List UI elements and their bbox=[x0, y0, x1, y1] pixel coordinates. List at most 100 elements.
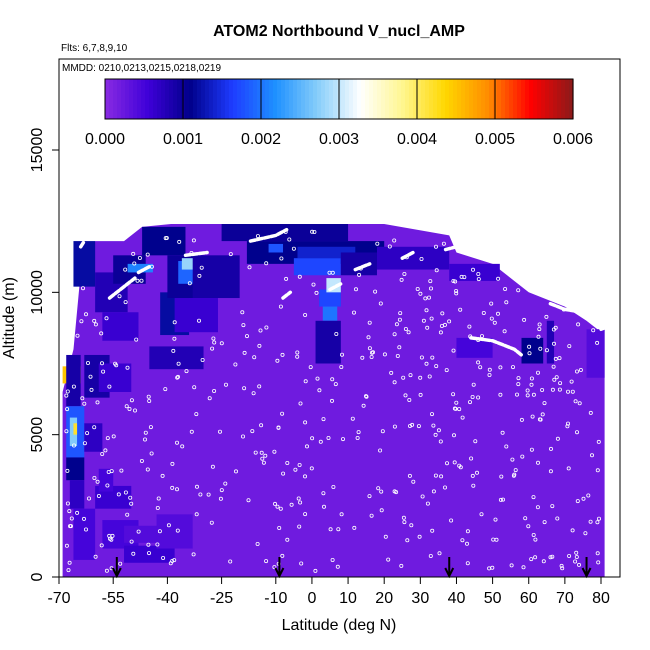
colorbar-swatch bbox=[113, 79, 118, 119]
sample-point bbox=[407, 423, 412, 428]
arrow-head bbox=[581, 567, 592, 579]
sample-point bbox=[460, 538, 465, 543]
colorbar-swatch bbox=[437, 79, 442, 119]
sample-point bbox=[260, 456, 265, 461]
colorbar-swatch bbox=[305, 79, 310, 119]
sample-point bbox=[64, 543, 69, 548]
sample-point bbox=[302, 474, 307, 479]
sample-point bbox=[104, 568, 109, 573]
x-tick-label: 50 bbox=[484, 590, 502, 607]
flights-label: Flts: 6,7,8,9,10 bbox=[61, 43, 128, 54]
sample-point bbox=[595, 551, 600, 556]
sample-point bbox=[88, 374, 93, 379]
sample-point bbox=[100, 361, 105, 366]
sample-point bbox=[471, 483, 476, 488]
sample-point bbox=[376, 486, 381, 491]
sample-point bbox=[330, 377, 335, 382]
colorbar: 0.000 0.001 0.002 0.003 0.004 0.005 0.006 bbox=[85, 78, 593, 148]
sample-point bbox=[255, 542, 260, 547]
flight-track bbox=[183, 250, 209, 258]
colorbar-swatch bbox=[153, 79, 158, 119]
sample-point bbox=[516, 376, 521, 381]
sample-point bbox=[516, 382, 521, 387]
flight-track-layer bbox=[78, 227, 610, 357]
sample-point bbox=[451, 433, 456, 438]
chart-title: ATOM2 Northbound V_nucl_AMP bbox=[213, 23, 465, 40]
colorbar-swatch bbox=[517, 79, 522, 119]
sample-point bbox=[170, 485, 175, 490]
sample-point bbox=[321, 417, 326, 422]
colorbar-swatch bbox=[333, 79, 338, 119]
colorbar-swatch bbox=[409, 79, 414, 119]
colorbar-swatch bbox=[429, 79, 434, 119]
heatmap-cell bbox=[315, 320, 341, 364]
sample-point bbox=[142, 437, 147, 442]
colorbar-swatch bbox=[309, 79, 314, 119]
sample-point bbox=[476, 271, 481, 276]
colorbar-swatch bbox=[365, 79, 370, 119]
sample-point bbox=[398, 311, 403, 316]
sample-point bbox=[540, 387, 545, 392]
sample-point bbox=[356, 430, 361, 435]
colorbar-swatch bbox=[137, 79, 142, 119]
sample-point bbox=[242, 350, 247, 355]
sample-point bbox=[559, 563, 564, 568]
sample-point bbox=[367, 320, 372, 325]
sample-point bbox=[240, 310, 245, 315]
sample-point bbox=[304, 444, 309, 449]
sample-point bbox=[93, 322, 98, 327]
colorbar-swatch bbox=[393, 79, 398, 119]
sample-point bbox=[339, 364, 344, 369]
sample-point bbox=[527, 351, 532, 356]
colorbar-swatch bbox=[293, 79, 298, 119]
sample-point bbox=[570, 528, 575, 533]
sample-point bbox=[303, 312, 308, 317]
sample-point bbox=[402, 520, 407, 525]
sample-point bbox=[394, 490, 399, 495]
colorbar-ticks: 0.000 0.001 0.002 0.003 0.004 0.005 0.006 bbox=[85, 79, 593, 148]
sample-point bbox=[439, 474, 444, 479]
sample-point bbox=[85, 431, 90, 436]
sample-point bbox=[552, 377, 557, 382]
sample-point bbox=[283, 229, 288, 234]
sample-point bbox=[334, 331, 339, 336]
sample-point bbox=[264, 261, 269, 266]
sample-point bbox=[160, 473, 165, 478]
sample-point bbox=[125, 512, 130, 517]
sample-point bbox=[119, 468, 124, 473]
sample-point bbox=[555, 516, 560, 521]
sample-point bbox=[111, 434, 116, 439]
arrow-markers-layer bbox=[111, 557, 592, 579]
sample-point bbox=[460, 415, 465, 420]
sample-point bbox=[489, 316, 494, 321]
colorbar-tick-label: 0.002 bbox=[241, 131, 281, 148]
sample-point bbox=[353, 287, 358, 292]
x-tick-label: 20 bbox=[375, 590, 393, 607]
colorbar-swatch bbox=[161, 79, 166, 119]
sample-point bbox=[312, 229, 317, 234]
colorbar-swatch bbox=[509, 79, 514, 119]
sample-point bbox=[194, 484, 199, 489]
colorbar-tick-label: 0.003 bbox=[319, 131, 359, 148]
sample-point bbox=[212, 340, 217, 345]
sample-point bbox=[139, 278, 144, 283]
sample-point bbox=[512, 472, 517, 477]
sample-point bbox=[596, 439, 601, 444]
sample-point bbox=[310, 229, 315, 234]
sample-point bbox=[293, 467, 298, 472]
sample-point bbox=[223, 481, 228, 486]
sample-point bbox=[529, 557, 534, 562]
sample-point bbox=[535, 505, 540, 510]
sample-point bbox=[350, 416, 355, 421]
sample-point bbox=[430, 528, 435, 533]
sample-point bbox=[116, 492, 121, 497]
x-tick-label: -40 bbox=[156, 590, 179, 607]
sample-point bbox=[75, 510, 80, 515]
sample-point bbox=[148, 425, 153, 430]
sample-point bbox=[459, 274, 464, 279]
sample-point bbox=[525, 393, 530, 398]
sample-point bbox=[395, 353, 400, 358]
sample-point bbox=[479, 334, 484, 339]
colorbar-swatch bbox=[301, 79, 306, 119]
sample-point bbox=[263, 453, 268, 458]
